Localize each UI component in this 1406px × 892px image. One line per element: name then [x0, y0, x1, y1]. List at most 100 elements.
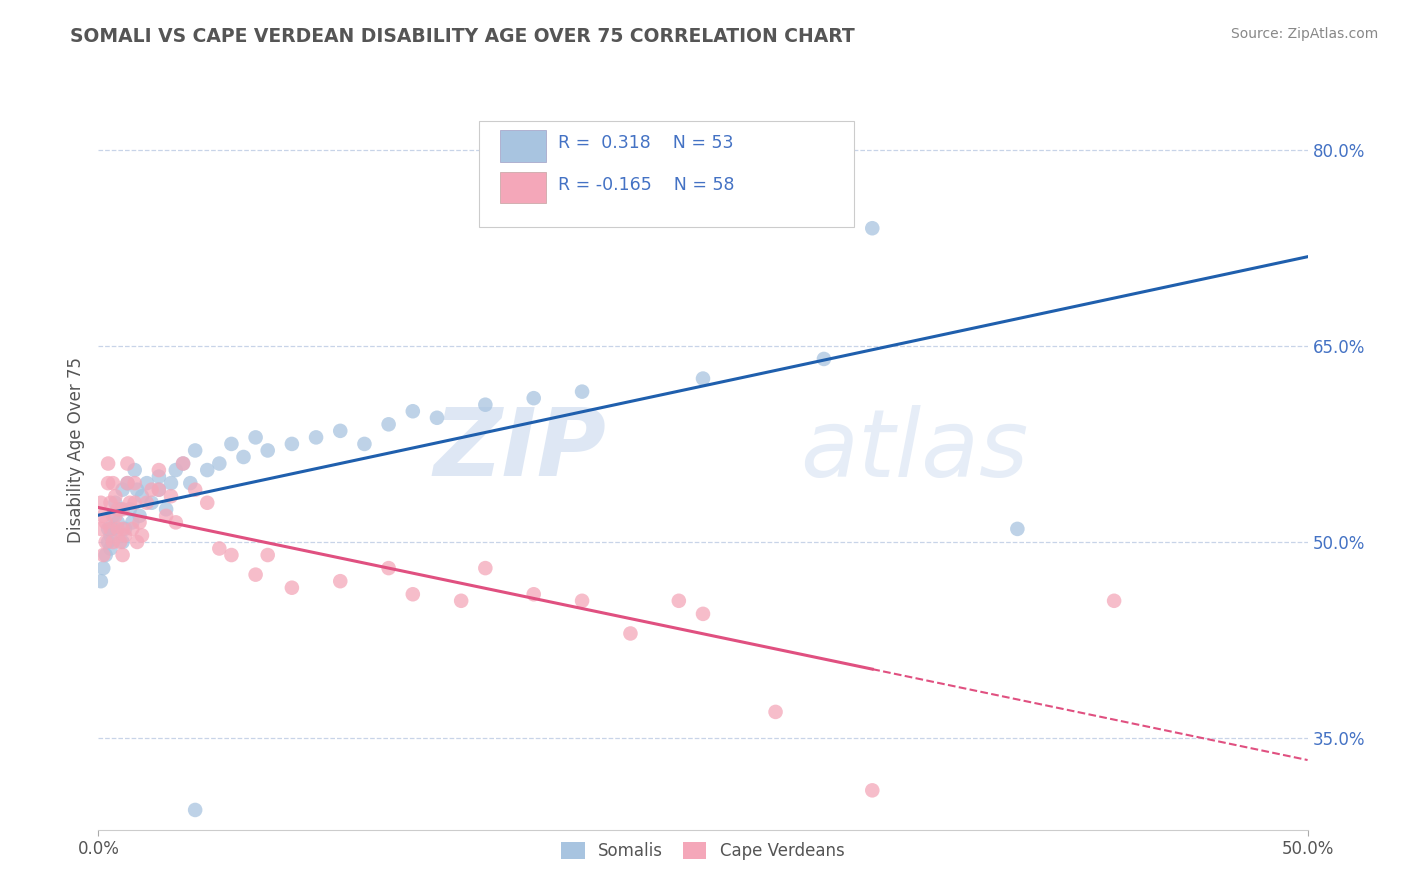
Point	[353, 437, 375, 451]
Point	[474, 398, 496, 412]
Point	[523, 391, 546, 405]
Point	[100, 541, 122, 556]
Point	[402, 587, 425, 601]
Point	[165, 463, 187, 477]
Point	[111, 535, 134, 549]
Point	[97, 522, 120, 536]
Point	[571, 594, 593, 608]
Point	[121, 516, 143, 530]
Point	[111, 483, 134, 497]
Point	[100, 528, 122, 542]
Point	[813, 351, 835, 366]
Point	[101, 522, 124, 536]
Point	[101, 508, 124, 523]
Point	[184, 443, 207, 458]
Point	[281, 437, 304, 451]
Point	[108, 535, 131, 549]
Point	[107, 516, 129, 530]
Point	[148, 463, 170, 477]
Point	[571, 384, 593, 399]
FancyBboxPatch shape	[479, 120, 855, 227]
Point	[305, 430, 328, 444]
Point	[100, 496, 122, 510]
Point	[1007, 522, 1029, 536]
Text: SOMALI VS CAPE VERDEAN DISABILITY AGE OVER 75 CORRELATION CHART: SOMALI VS CAPE VERDEAN DISABILITY AGE OV…	[70, 27, 855, 45]
Point	[91, 548, 114, 562]
Point	[104, 508, 127, 523]
Point	[128, 508, 150, 523]
Point	[377, 561, 399, 575]
Point	[329, 574, 352, 589]
Text: atlas: atlas	[800, 405, 1028, 496]
Point	[117, 476, 139, 491]
Point	[97, 476, 120, 491]
Text: R =  0.318    N = 53: R = 0.318 N = 53	[558, 135, 734, 153]
Point	[221, 437, 243, 451]
Point	[208, 541, 231, 556]
Point	[1102, 594, 1125, 608]
Point	[232, 450, 254, 464]
Point	[221, 548, 243, 562]
Point	[101, 476, 124, 491]
Point	[124, 476, 146, 491]
Point	[329, 424, 352, 438]
Point	[155, 508, 177, 523]
Point	[128, 516, 150, 530]
Point	[141, 496, 163, 510]
Point	[256, 443, 278, 458]
Point	[118, 502, 141, 516]
Point	[121, 522, 143, 536]
Point	[692, 371, 714, 385]
Point	[117, 476, 139, 491]
Point	[692, 607, 714, 621]
Point	[114, 522, 136, 536]
Point	[91, 561, 114, 575]
Point	[245, 567, 267, 582]
Y-axis label: Disability Age Over 75: Disability Age Over 75	[66, 358, 84, 543]
Point	[172, 457, 194, 471]
Point	[860, 221, 883, 235]
Point	[111, 502, 134, 516]
Point	[160, 476, 183, 491]
Point	[184, 803, 207, 817]
Point	[402, 404, 425, 418]
Point	[90, 522, 112, 536]
Point	[135, 476, 157, 491]
Point	[124, 463, 146, 477]
Point	[131, 489, 153, 503]
Point	[107, 522, 129, 536]
Point	[135, 496, 157, 510]
Point	[860, 783, 883, 797]
Point	[668, 594, 690, 608]
Point	[179, 476, 201, 491]
Point	[256, 548, 278, 562]
Point	[94, 535, 117, 549]
Point	[377, 417, 399, 432]
Point	[172, 457, 194, 471]
Point	[107, 502, 129, 516]
Point	[94, 548, 117, 562]
Point	[148, 483, 170, 497]
Point	[97, 535, 120, 549]
Point	[117, 457, 139, 471]
Point	[155, 502, 177, 516]
Point	[127, 535, 149, 549]
Point	[90, 574, 112, 589]
Point	[104, 496, 127, 510]
Point	[141, 483, 163, 497]
Text: Source: ZipAtlas.com: Source: ZipAtlas.com	[1230, 27, 1378, 41]
Point	[100, 522, 122, 536]
Point	[97, 457, 120, 471]
Point	[118, 496, 141, 510]
Point	[111, 548, 134, 562]
Point	[148, 483, 170, 497]
Point	[619, 626, 641, 640]
Point	[450, 594, 472, 608]
Point	[184, 483, 207, 497]
Point	[474, 561, 496, 575]
Point	[765, 705, 787, 719]
Point	[245, 430, 267, 444]
Point	[523, 587, 546, 601]
Text: R = -0.165    N = 58: R = -0.165 N = 58	[558, 176, 734, 194]
Point	[127, 483, 149, 497]
